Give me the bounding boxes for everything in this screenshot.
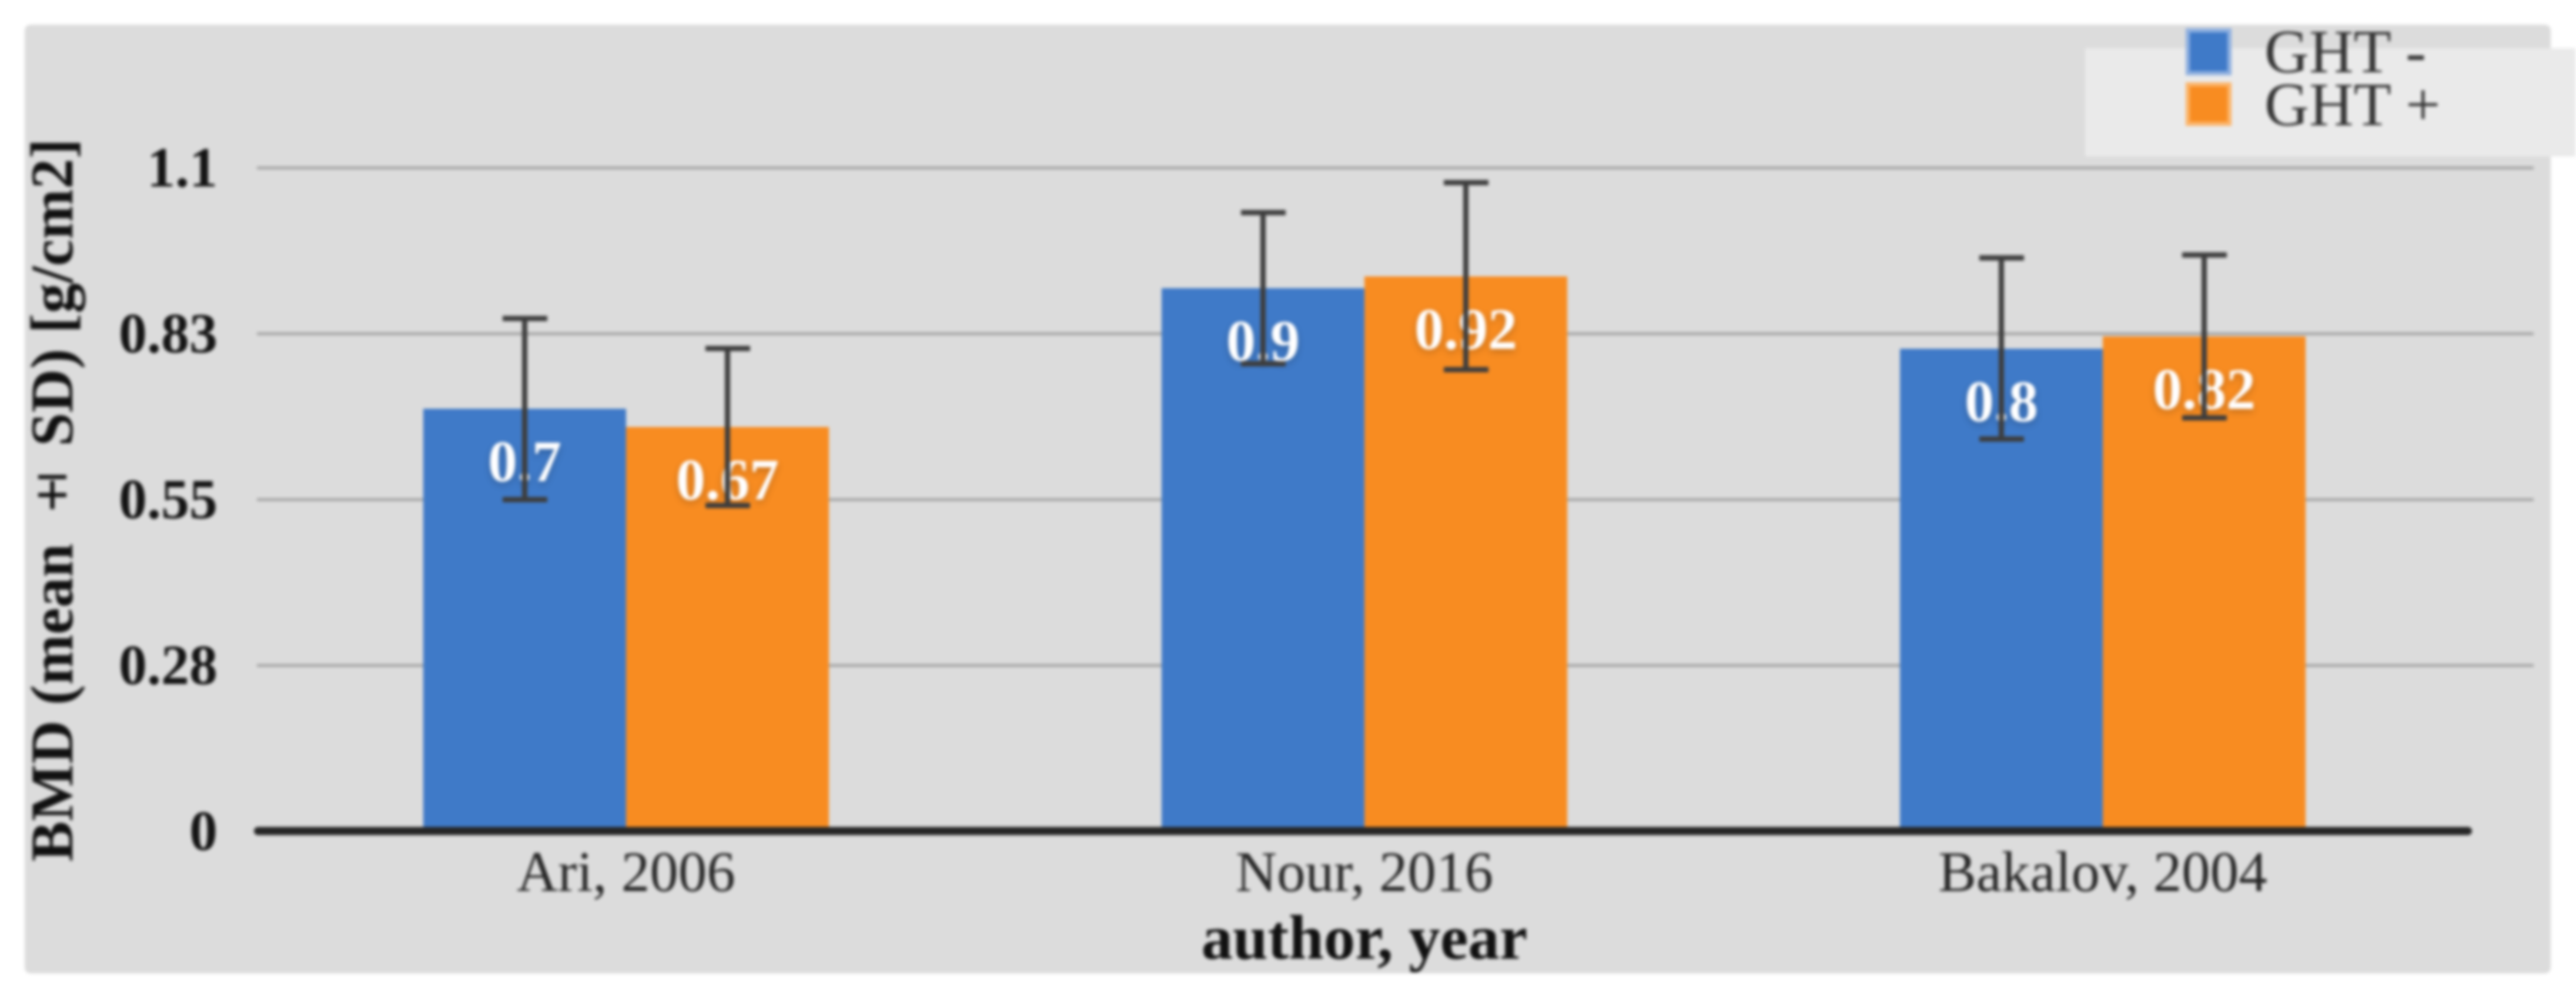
error-bar-cap xyxy=(502,315,547,321)
error-bar-cap xyxy=(705,346,750,352)
y-tick-label: 0.83 xyxy=(119,302,218,365)
bar-ght-minus xyxy=(1162,288,1364,831)
error-bar-cap xyxy=(1240,361,1286,366)
y-tick-label: 0 xyxy=(189,799,218,862)
gridline xyxy=(257,166,2534,169)
error-bar-cap xyxy=(1979,255,2024,261)
error-bar-cap xyxy=(502,496,547,502)
x-axis-line xyxy=(254,827,2472,835)
legend-label-ght-minus: GHT - xyxy=(2264,17,2427,86)
error-bar xyxy=(1260,212,1266,364)
legend-swatch-ght-plus xyxy=(2186,82,2232,126)
category-label: Ari, 2006 xyxy=(517,840,735,903)
error-bar xyxy=(725,348,730,506)
legend-label-ght-plus: GHT + xyxy=(2264,70,2441,139)
error-bar-cap xyxy=(1240,210,1286,216)
error-bar-cap xyxy=(1443,367,1488,373)
x-axis-title: author, year xyxy=(1201,903,1528,973)
legend-swatch-ght-minus xyxy=(2186,28,2232,75)
y-tick-label: 0.55 xyxy=(119,468,218,530)
error-bar xyxy=(522,318,527,499)
error-bar xyxy=(2202,255,2207,418)
legend-background xyxy=(2085,48,2575,156)
error-bar-cap xyxy=(2182,415,2227,421)
category-label: Nour, 2016 xyxy=(1236,840,1493,903)
error-bar-cap xyxy=(1979,436,2024,442)
category-label: Bakalov, 2004 xyxy=(1938,840,2267,903)
error-bar xyxy=(1999,258,2004,439)
error-bar-cap xyxy=(1443,180,1488,186)
y-tick-label: 0.28 xyxy=(119,633,218,696)
y-tick-label: 1.1 xyxy=(147,136,218,199)
y-axis-title: BMD (mean ± SD) [g/cm2] xyxy=(19,138,86,862)
error-bar xyxy=(1463,182,1468,370)
error-bar-cap xyxy=(2182,252,2227,258)
error-bar-cap xyxy=(705,502,750,508)
